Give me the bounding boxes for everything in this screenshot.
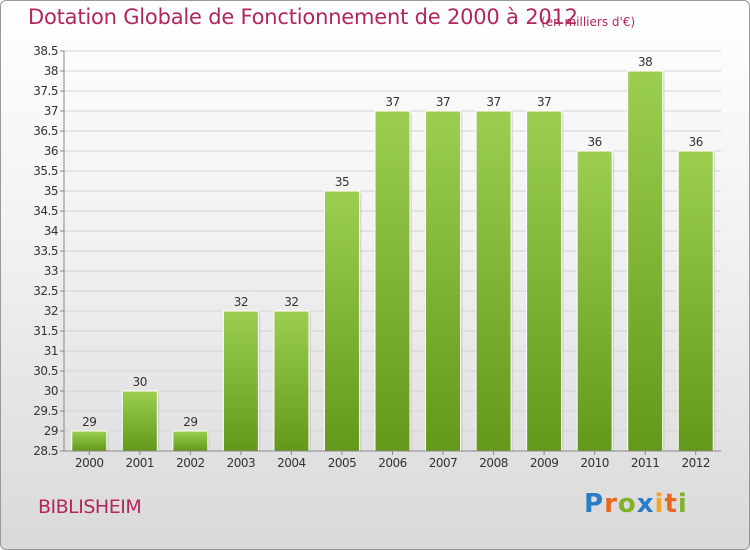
value-label: 37 [385, 95, 399, 109]
bar [71, 430, 108, 452]
y-tick-label: 36 [44, 144, 58, 158]
y-tick-label: 29 [44, 424, 58, 438]
proxiti-logo: Proxiti [584, 489, 688, 519]
y-tick-label: 33 [44, 264, 58, 278]
y-tick-label: 38.5 [33, 44, 58, 58]
value-label: 38 [638, 55, 652, 69]
y-tick-label: 28.5 [33, 444, 58, 458]
value-label: 32 [284, 295, 298, 309]
y-tick-label: 38 [44, 64, 58, 78]
bar [222, 310, 259, 452]
x-tick-label: 2008 [479, 456, 508, 470]
value-label: 32 [234, 295, 248, 309]
value-label: 36 [588, 135, 602, 149]
x-tick-label: 2006 [378, 456, 407, 470]
bar [172, 430, 209, 452]
y-tick-label: 30.5 [33, 364, 58, 378]
chart-title: Dotation Globale de Fonctionnement de 20… [28, 5, 578, 29]
y-tick-label: 32.5 [33, 284, 58, 298]
value-label: 29 [82, 415, 96, 429]
y-tick-label: 31.5 [33, 324, 58, 338]
y-tick-label: 29.5 [33, 404, 58, 418]
value-label: 36 [689, 135, 703, 149]
x-tick-label: 2007 [429, 456, 458, 470]
x-tick-label: 2010 [580, 456, 609, 470]
bar [576, 150, 613, 452]
bar [425, 110, 462, 452]
value-label: 37 [537, 95, 551, 109]
value-label: 30 [133, 375, 147, 389]
bar [121, 390, 158, 452]
bar [475, 110, 512, 452]
commune-name: BIBLISHEIM [38, 496, 142, 518]
y-tick-label: 36.5 [33, 124, 58, 138]
value-label: 37 [486, 95, 500, 109]
x-tick-label: 2003 [227, 456, 256, 470]
y-tick-label: 31 [44, 344, 58, 358]
y-tick-label: 30 [44, 384, 58, 398]
x-tick-label: 2005 [328, 456, 357, 470]
x-tick-label: 2009 [530, 456, 559, 470]
value-label: 29 [183, 415, 197, 429]
x-tick-label: 2001 [126, 456, 155, 470]
x-tick-label: 2000 [75, 456, 104, 470]
value-label: 37 [436, 95, 450, 109]
y-tick-label: 34.5 [33, 204, 58, 218]
bar [374, 110, 411, 452]
x-tick-label: 2012 [681, 456, 710, 470]
x-tick-label: 2011 [631, 456, 660, 470]
value-label: 35 [335, 175, 349, 189]
y-tick-label: 33.5 [33, 244, 58, 258]
x-tick-label: 2002 [176, 456, 205, 470]
chart-unit: (en milliers d'€) [541, 15, 636, 29]
y-tick-label: 32 [44, 304, 58, 318]
bar [526, 110, 563, 452]
bar [627, 70, 664, 452]
y-tick-label: 35.5 [33, 164, 58, 178]
y-tick-label: 35 [44, 184, 58, 198]
bar [323, 190, 360, 452]
y-tick-label: 37 [44, 104, 58, 118]
bar [273, 310, 310, 452]
bar [677, 150, 714, 452]
y-tick-label: 34 [44, 224, 58, 238]
y-tick-label: 37.5 [33, 84, 58, 98]
x-tick-label: 2004 [277, 456, 306, 470]
